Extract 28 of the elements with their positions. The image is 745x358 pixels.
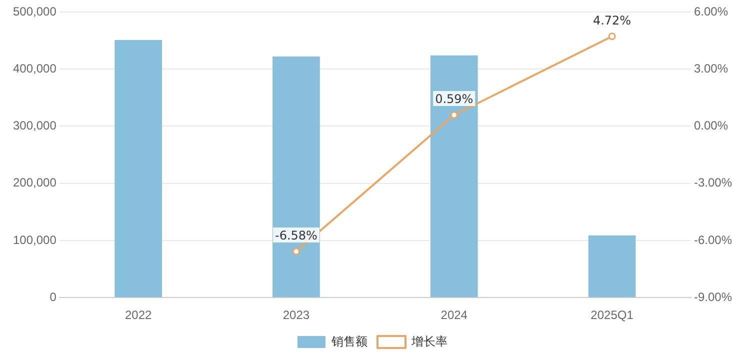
y-tick-label: 100,000 [12,232,57,247]
y2-tick-label: -6.00% [694,232,732,247]
point [292,248,300,256]
data-label: 4.72% [592,13,632,28]
x-tick-label: 2024 [440,308,468,322]
data-label: -6.58% [275,228,318,243]
y-tick-label: 400,000 [12,61,57,76]
point [608,32,616,40]
bar [430,55,478,298]
bar [114,40,162,298]
y-tick-label: 200,000 [12,176,57,190]
bar [588,235,636,298]
x-tick-label: 2022 [124,308,152,322]
y-tick-label: 500,000 [12,4,57,18]
y2-tick-label: 0.00% [694,118,728,133]
x-tick-label: 2023 [282,308,310,322]
y2-tick-label: 6.00% [694,4,728,18]
point [450,111,458,119]
x-tick-label: 2025Q1 [590,308,634,322]
legend-label: 销售额 [330,334,368,348]
y2-tick-label: 3.00% [694,61,728,76]
y2-tick-label: -9.00% [694,290,732,304]
bar [272,56,320,298]
y-tick-label: 300,000 [12,118,57,133]
y-tick-label: 0 [50,290,57,304]
y2-tick-label: -3.00% [694,176,732,190]
data-label: 0.59% [435,92,474,106]
legend-label: 增长率 [410,334,448,348]
